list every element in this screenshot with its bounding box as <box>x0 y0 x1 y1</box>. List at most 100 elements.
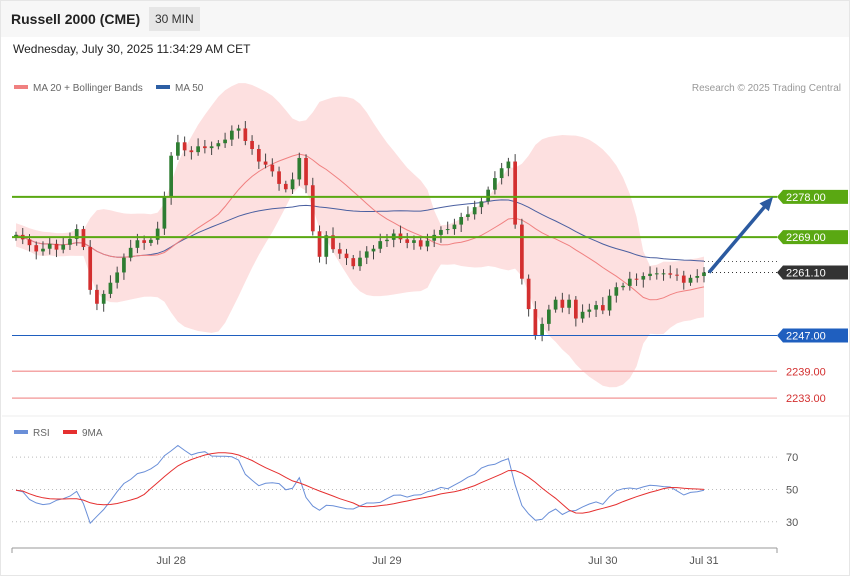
candle <box>108 275 113 299</box>
candle-body <box>418 240 423 247</box>
x-axis-label: Jul 29 <box>372 555 401 567</box>
candle-body <box>196 146 200 153</box>
level-target: 2239.00 <box>12 366 826 378</box>
candle-body <box>162 196 167 229</box>
candle-body <box>256 149 261 162</box>
rsi-tick-label: 70 <box>786 452 798 464</box>
candle-body <box>283 183 288 190</box>
candle-body <box>695 276 700 278</box>
candle <box>654 267 659 280</box>
header-bar: Russell 2000 (CME) 30 MIN <box>1 1 849 37</box>
candle <box>149 236 153 247</box>
candle-body <box>540 323 544 336</box>
x-axis: Jul 28 Jul 29 Jul 30 Jul 31 <box>11 547 778 567</box>
candle <box>466 206 470 221</box>
candle-body <box>27 239 32 246</box>
candle-body <box>95 289 99 304</box>
candle-body <box>405 239 410 243</box>
candle-body <box>243 128 248 141</box>
candle-body <box>587 309 592 312</box>
candle <box>277 166 281 191</box>
candle-body <box>553 299 558 310</box>
candle-body <box>88 246 93 290</box>
candle <box>513 154 517 229</box>
candle <box>155 221 160 245</box>
candle-body <box>466 214 470 217</box>
candle-body <box>337 249 342 254</box>
candle-body <box>317 231 322 257</box>
candle <box>607 289 612 316</box>
candle-body <box>499 168 504 179</box>
candle <box>661 269 666 281</box>
ma20-legend-label: MA 20 + Bollinger Bands <box>33 83 143 94</box>
candle-body <box>520 224 524 279</box>
candle-body <box>621 285 625 288</box>
current-price-tag <box>777 265 848 280</box>
x-axis-label: Jul 30 <box>588 555 617 567</box>
candle-body <box>229 130 234 140</box>
candle <box>68 232 72 250</box>
candle-body <box>68 238 72 245</box>
rsi-tick-label: 30 <box>786 517 798 529</box>
candle <box>594 300 598 317</box>
candle-body <box>459 216 464 225</box>
candle <box>533 301 538 340</box>
candle <box>459 212 464 233</box>
candle-body <box>61 244 66 250</box>
candle-body <box>108 282 113 294</box>
candle <box>115 266 120 289</box>
resistance-label: 2278.00 <box>786 192 826 204</box>
resistance-tag <box>777 189 848 204</box>
rsi-swatch <box>14 430 28 434</box>
candle <box>203 139 207 154</box>
candle-body <box>236 128 241 131</box>
candle <box>439 226 443 243</box>
candle-body <box>506 161 511 169</box>
candle <box>573 296 578 327</box>
price-layer <box>14 83 706 388</box>
candle-body <box>479 201 484 208</box>
candle <box>256 144 261 169</box>
rsi-layer: 70 50 30 <box>12 444 798 529</box>
candle <box>553 296 558 313</box>
candle <box>621 282 625 291</box>
candle-body <box>668 273 673 275</box>
instrument-title: Russell 2000 (CME) <box>11 11 141 27</box>
candle-body <box>297 157 302 180</box>
candle-body <box>654 273 659 275</box>
support-tag <box>777 328 848 343</box>
candle <box>243 121 248 146</box>
level-support: 2247.00 <box>12 328 848 343</box>
candle <box>34 241 39 260</box>
timestamp: Wednesday, July 30, 2025 11:34:29 AM CET <box>13 42 251 56</box>
candle-body <box>290 179 295 190</box>
candle <box>560 292 565 313</box>
candle-body <box>594 305 598 310</box>
candle-body <box>304 157 308 186</box>
candle <box>88 240 93 295</box>
candle-body <box>513 161 517 225</box>
support-label: 2247.00 <box>786 331 826 343</box>
candle-body <box>661 273 666 275</box>
candle-body <box>472 207 477 215</box>
candle <box>209 141 214 156</box>
candle <box>526 274 531 317</box>
candle <box>317 225 322 263</box>
candle <box>648 266 652 281</box>
candle <box>176 134 180 160</box>
forecast-arrow-shaft <box>707 204 768 274</box>
level-current: 2261.10 <box>704 265 848 280</box>
candle <box>668 265 673 279</box>
credit-text: Research © 2025 Trading Central <box>692 83 841 94</box>
candle-body <box>607 295 612 311</box>
level-resistance: 2278.00 <box>12 189 848 204</box>
rsi-tick-label: 50 <box>786 484 798 496</box>
candle-body <box>702 272 706 277</box>
timeframe-button[interactable]: 30 MIN <box>149 7 200 31</box>
candle <box>162 191 167 235</box>
candle-body <box>378 241 383 249</box>
candle-body <box>614 287 619 296</box>
candle <box>297 152 302 186</box>
candle-body <box>277 171 281 184</box>
